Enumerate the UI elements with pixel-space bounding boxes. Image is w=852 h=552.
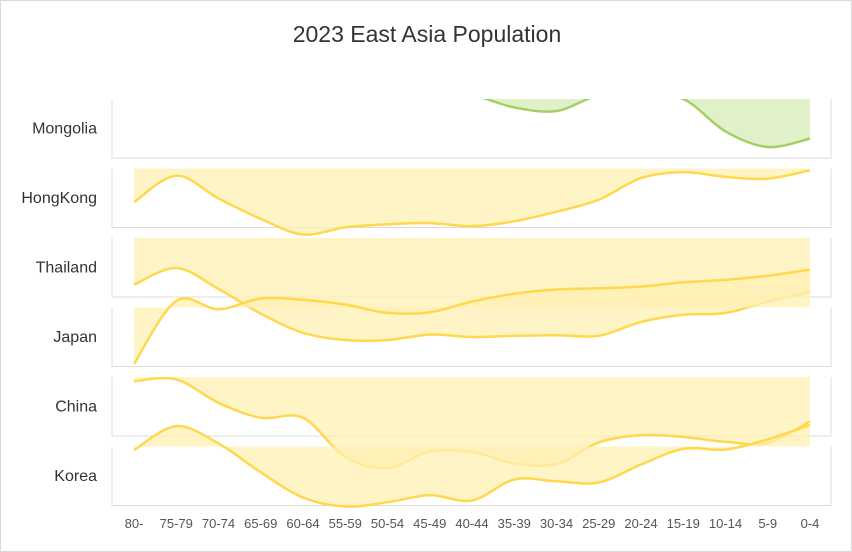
- ridge-area-mongolia: [134, 99, 810, 148]
- row-box-korea: [111, 446, 832, 506]
- x-tick-label: 70-74: [202, 516, 235, 531]
- x-tick-label: 75-79: [160, 516, 193, 531]
- x-tick-label: 15-19: [667, 516, 700, 531]
- ridge-area-china: [134, 377, 810, 469]
- row-box-hongkong: [111, 168, 832, 228]
- ridge-line-mongolia: [482, 99, 811, 149]
- ridge-line-japan: [132, 268, 811, 365]
- x-tick-label: 40-44: [455, 516, 488, 531]
- x-tick-label: 55-59: [329, 516, 362, 531]
- x-tick-label: 50-54: [371, 516, 404, 531]
- row-box-japan: [111, 307, 832, 367]
- ridge-area-hongkong: [134, 168, 810, 235]
- row-label-mongolia: Mongolia: [32, 121, 97, 138]
- row-label-japan: Japan: [53, 329, 97, 346]
- chart-title: 2023 East Asia Population: [292, 21, 562, 47]
- x-tick-label: 25-29: [582, 516, 615, 531]
- x-tick-label: 10-14: [709, 516, 742, 531]
- row-labels: Mongolia HongKong Thailand Japan China Korea: [21, 121, 97, 486]
- ridges: [132, 99, 811, 508]
- row-label-hongkong: HongKong: [21, 190, 97, 207]
- ridge-area-korea: [134, 424, 810, 507]
- x-tick-label: 60-64: [286, 516, 319, 531]
- x-tick-labels: 80- 75-79 70-74 65-69 60-64 55-59 50-54 45-49 40…: [125, 516, 820, 531]
- x-tick-label: 0-4: [801, 516, 820, 531]
- x-tick-label: 65-69: [244, 516, 277, 531]
- ridge-area-japan: [134, 269, 810, 364]
- row-label-korea: Korea: [54, 468, 97, 485]
- x-tick-label: 20-24: [624, 516, 657, 531]
- ridge-line-hongkong: [133, 169, 811, 236]
- row-label-thailand: Thailand: [36, 260, 97, 277]
- x-tick-label: 45-49: [413, 516, 446, 531]
- x-tick-label: 80-: [125, 516, 144, 531]
- x-tick-label: 35-39: [498, 516, 531, 531]
- ridge-line-korea: [133, 423, 811, 508]
- ridge-area-thailand: [134, 238, 810, 341]
- row-label-china: China: [55, 399, 97, 416]
- row-box-mongolia: [111, 99, 832, 159]
- x-tick-label: 5-9: [758, 516, 777, 531]
- x-tick-label: 30-34: [540, 516, 573, 531]
